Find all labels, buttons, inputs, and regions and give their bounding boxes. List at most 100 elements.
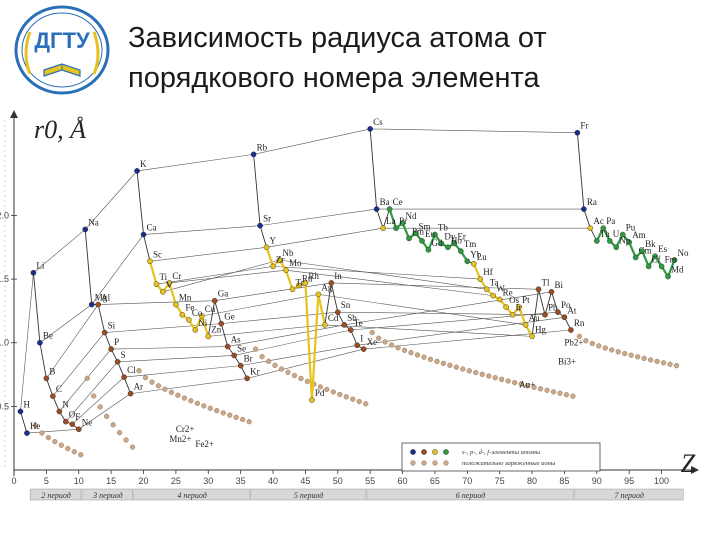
point-ca — [140, 231, 147, 238]
point-mn — [173, 301, 179, 308]
ion-point — [628, 352, 634, 358]
label-xe: Xe — [367, 337, 378, 347]
connection-line — [331, 282, 539, 290]
label-cr: Cr — [172, 271, 181, 281]
ion-point — [155, 383, 162, 389]
label-u: U — [613, 229, 620, 239]
ion-label: Cr2+ — [176, 424, 195, 434]
y-tick-label: 1.5 — [0, 274, 9, 284]
connection-line — [324, 324, 533, 337]
ion-point — [479, 371, 485, 377]
ion-point — [421, 354, 427, 360]
ion-point — [401, 347, 408, 353]
ion-point — [343, 394, 349, 400]
connection-line — [162, 259, 280, 293]
label-eu: Eu — [425, 229, 435, 239]
period-label: 5 период — [294, 491, 324, 500]
label-re: Re — [503, 287, 513, 297]
label-cf: Cf — [652, 254, 661, 264]
point-he — [24, 430, 30, 436]
legend-box — [401, 442, 601, 472]
point-ta — [483, 286, 490, 293]
series-segment — [667, 259, 676, 277]
label-er: Er — [457, 231, 466, 241]
y-tick-label: 0.5 — [0, 401, 9, 411]
point-rb — [250, 151, 257, 158]
point-pt — [516, 304, 522, 310]
ion-point — [52, 438, 58, 445]
label-ag: Ag — [321, 282, 332, 292]
point-fm — [658, 263, 665, 270]
ion-point — [265, 358, 272, 364]
legend: s-, p-, d-, f-элементы атомы положительно… — [401, 442, 601, 472]
ion-point — [142, 375, 149, 381]
point-ni — [192, 327, 199, 333]
point-rh — [302, 280, 309, 286]
connection-line — [72, 376, 125, 425]
series-segment — [576, 132, 585, 210]
point-co — [186, 317, 192, 323]
label-cs: Cs — [373, 117, 383, 127]
ion-point — [570, 393, 576, 399]
label-hf: Hf — [483, 267, 493, 277]
connection-line — [124, 365, 241, 378]
ion-point — [149, 379, 155, 385]
legend-swatch — [421, 449, 427, 455]
ion-point — [524, 383, 531, 389]
point-re — [496, 296, 503, 303]
ion-point — [317, 384, 324, 390]
x-tick-label: 25 — [171, 476, 181, 486]
legend-atoms-label: s-, p-, d-, f-элементы атомы — [462, 449, 541, 456]
connection-line — [285, 269, 494, 296]
connection-line — [91, 234, 144, 305]
connection-line — [370, 128, 578, 134]
ion-point — [596, 343, 602, 349]
point-fe — [179, 311, 186, 318]
ion-point — [291, 372, 298, 379]
label-pu: Pu — [626, 223, 636, 233]
ion-point — [350, 396, 356, 402]
point-ti — [153, 281, 160, 287]
point-hg — [529, 333, 535, 340]
connection-line — [46, 304, 99, 379]
point-ir — [509, 311, 516, 318]
series-segment — [382, 208, 391, 229]
connection-line — [227, 324, 345, 347]
label-th: Th — [600, 229, 610, 239]
laurel-icon — [24, 31, 100, 75]
label-si: Si — [108, 321, 116, 331]
label-fm: Fm — [665, 254, 677, 264]
connection-line — [169, 269, 287, 284]
ion-point — [550, 389, 557, 395]
label-mn: Mn — [179, 293, 192, 303]
point-s — [114, 359, 121, 365]
series-segment — [97, 304, 106, 333]
point-k — [134, 168, 140, 174]
point-na — [82, 226, 89, 233]
label-ce: Ce — [393, 197, 403, 207]
ion-point — [104, 413, 110, 419]
connection-line — [357, 316, 565, 346]
ion-point — [207, 405, 213, 411]
x-axis-label: Z — [681, 449, 696, 478]
label-as: As — [231, 335, 241, 345]
point-li — [30, 269, 37, 276]
connection-line — [344, 291, 552, 326]
point-in — [328, 280, 335, 286]
legend-ions-label: положительно заряженные ионы — [462, 460, 556, 467]
ion-point — [583, 338, 589, 344]
x-tick-label: 50 — [333, 476, 343, 486]
x-tick-label: 0 — [11, 476, 16, 486]
series-segment — [136, 170, 144, 235]
ion-point — [375, 335, 382, 341]
x-tick-label: 10 — [74, 476, 84, 486]
ion-point — [654, 358, 660, 365]
ion-point — [58, 442, 64, 448]
period-bar-segment — [29, 488, 82, 501]
series-segment — [265, 246, 275, 267]
label-ga: Ga — [218, 289, 229, 299]
point-ag — [315, 291, 322, 298]
label-ca: Ca — [147, 223, 157, 233]
ion-point — [576, 333, 583, 340]
point-tb — [432, 231, 438, 238]
